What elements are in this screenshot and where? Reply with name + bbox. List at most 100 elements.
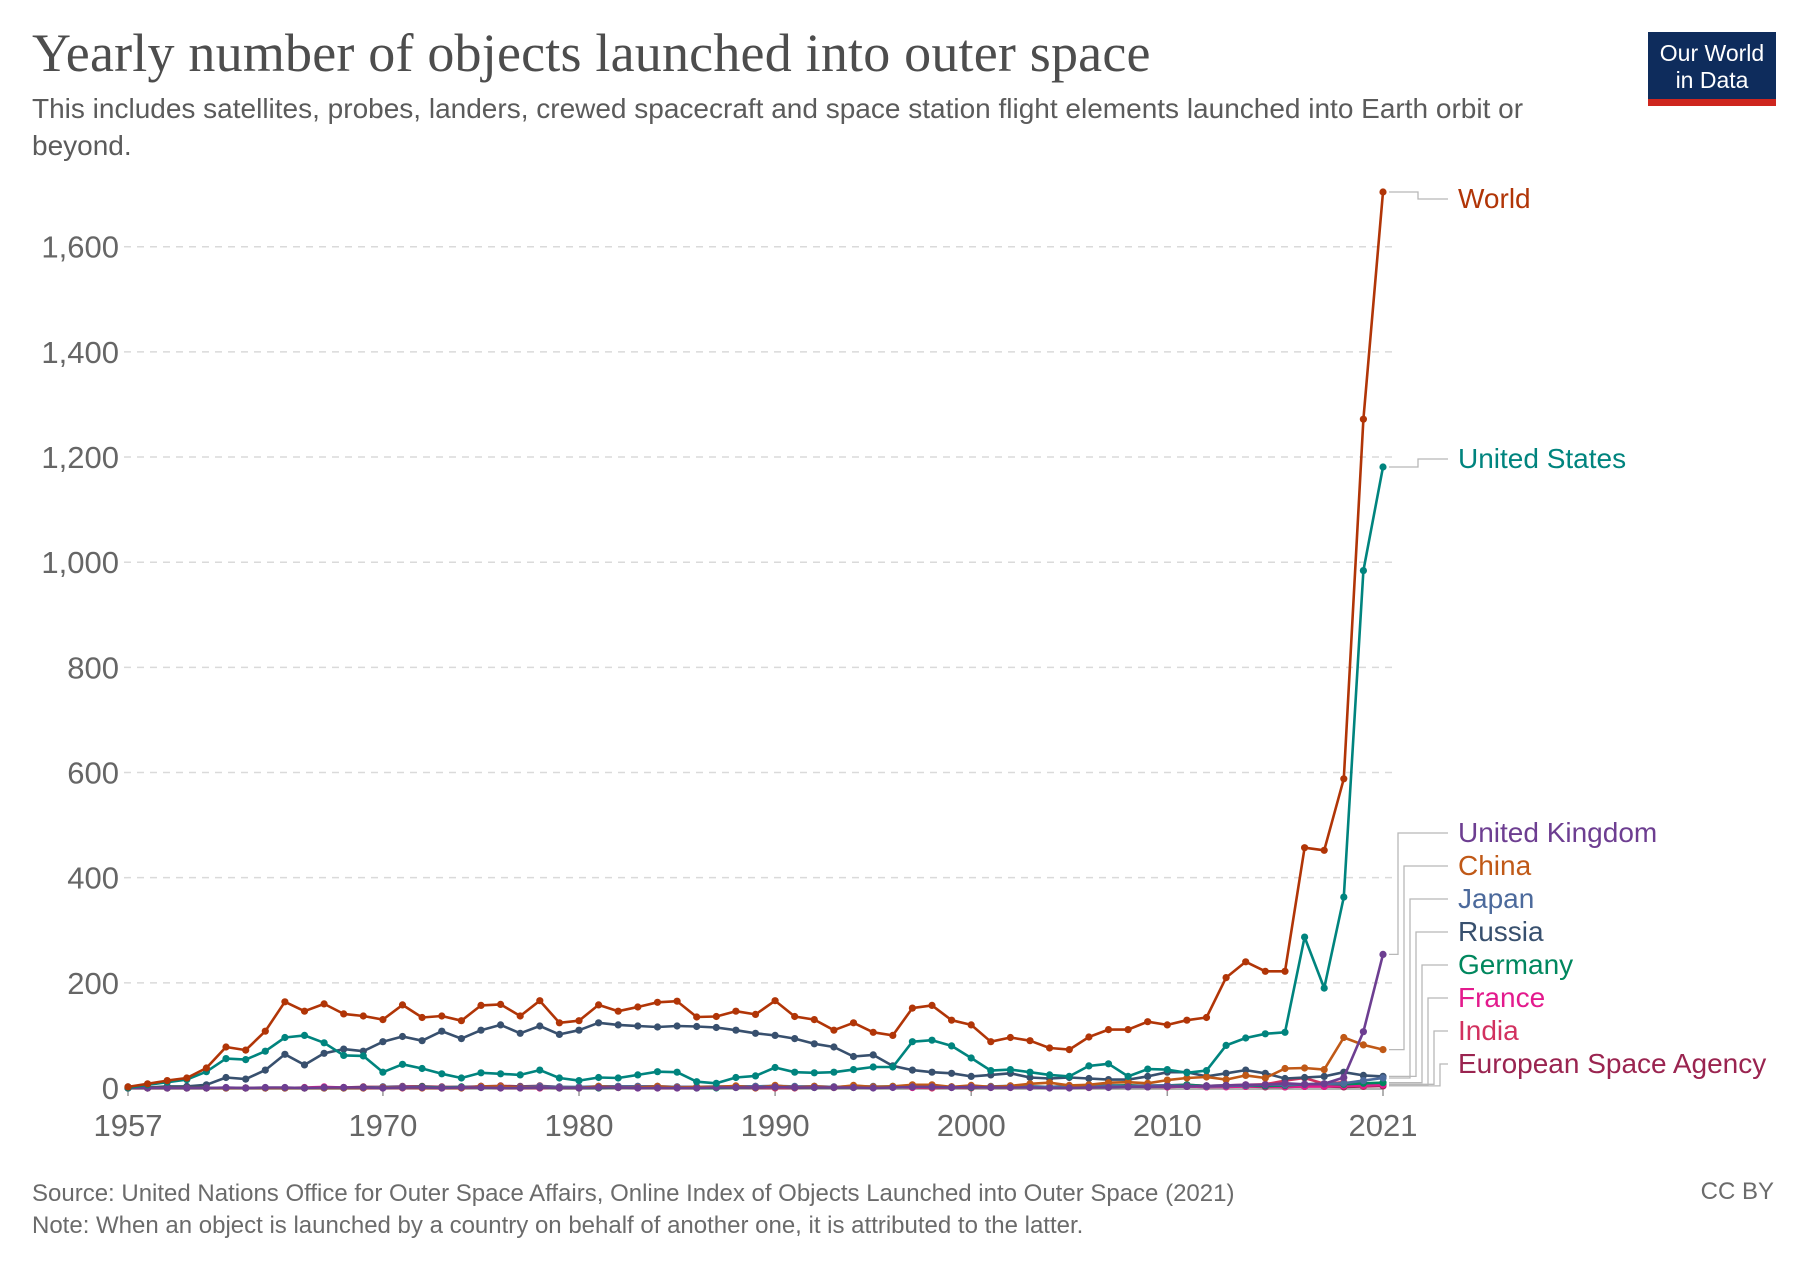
data-point-world (418, 1013, 426, 1022)
data-point-russia (1301, 1073, 1309, 1082)
data-point-united-states (791, 1068, 799, 1076)
data-point-united-kingdom (1104, 1083, 1113, 1092)
data-point-world (928, 1001, 936, 1010)
data-point-world (712, 1012, 720, 1021)
data-point-russia (438, 1027, 446, 1035)
data-point-united-states (1065, 1072, 1073, 1080)
data-point-russia (1320, 1072, 1328, 1080)
data-point-united-states (379, 1068, 387, 1076)
data-point-united-states (497, 1070, 505, 1078)
series-label-japan: Japan (1458, 883, 1534, 914)
data-point-united-kingdom (300, 1084, 309, 1092)
data-point-world (1026, 1037, 1034, 1045)
data-point-united-states (477, 1069, 485, 1077)
data-point-world (183, 1074, 191, 1082)
data-point-world (849, 1019, 858, 1027)
data-point-russia (653, 1023, 662, 1031)
data-point-united-states (300, 1031, 309, 1039)
data-point-united-kingdom (889, 1083, 897, 1092)
data-point-united-states (948, 1042, 956, 1050)
data-point-united-states (555, 1074, 564, 1082)
data-point-world (791, 1012, 799, 1021)
data-point-russia (967, 1072, 975, 1080)
data-point-united-kingdom (575, 1084, 583, 1092)
data-point-world (810, 1016, 818, 1024)
data-point-world (1006, 1033, 1015, 1042)
data-point-united-states (810, 1069, 818, 1077)
data-point-united-kingdom (536, 1083, 544, 1092)
data-point-united-states (1046, 1071, 1054, 1079)
data-point-world (1046, 1044, 1054, 1052)
data-point-world (889, 1031, 897, 1039)
data-point-united-states (653, 1068, 662, 1076)
license-link[interactable]: CC BY (1700, 1178, 1774, 1205)
data-point-united-kingdom (1340, 1073, 1348, 1082)
data-point-russia (614, 1021, 622, 1029)
data-point-russia (398, 1032, 407, 1041)
x-tick-label: 1957 (94, 1108, 163, 1143)
series-label-germany: Germany (1458, 949, 1573, 980)
leader-line-russia (1389, 931, 1448, 1078)
data-point-world (163, 1077, 171, 1085)
data-point-russia (457, 1035, 465, 1043)
data-point-china (1222, 1076, 1230, 1084)
data-point-united-states (1359, 567, 1367, 575)
data-point-russia (497, 1021, 505, 1029)
data-point-russia (555, 1030, 564, 1038)
data-point-united-kingdom (359, 1083, 367, 1092)
data-point-world (398, 1001, 407, 1009)
data-point-united-states (634, 1071, 642, 1079)
owid-logo[interactable]: Our World in Data (1648, 32, 1776, 106)
data-point-united-kingdom (908, 1083, 917, 1091)
data-point-united-kingdom (183, 1084, 191, 1092)
data-point-united-kingdom (497, 1084, 505, 1092)
data-point-united-kingdom (849, 1083, 858, 1092)
data-point-russia (928, 1068, 936, 1076)
data-point-united-states (1320, 984, 1328, 992)
data-point-russia (1144, 1072, 1152, 1080)
data-point-united-states (1222, 1041, 1230, 1049)
series-world (124, 188, 1387, 1091)
data-point-united-states (693, 1078, 701, 1086)
x-tick-label: 2021 (1349, 1108, 1418, 1143)
data-point-world (869, 1028, 877, 1036)
data-point-united-kingdom (1006, 1083, 1015, 1092)
data-point-russia (1222, 1069, 1230, 1077)
data-point-united-kingdom (261, 1083, 269, 1092)
data-point-united-states (320, 1039, 328, 1047)
data-point-united-kingdom (1261, 1081, 1269, 1089)
data-point-united-states (1379, 463, 1387, 471)
data-point-united-kingdom (1301, 1080, 1309, 1088)
data-point-united-states (536, 1066, 544, 1074)
data-point-united-states (889, 1063, 897, 1071)
data-point-united-kingdom (928, 1083, 936, 1091)
data-point-united-states (712, 1079, 720, 1087)
y-tick-label: 200 (67, 966, 119, 1001)
x-tick-label: 1990 (741, 1108, 810, 1143)
data-point-china (1340, 1033, 1348, 1042)
data-point-united-kingdom (830, 1083, 838, 1092)
data-point-world (340, 1010, 348, 1018)
data-point-russia (830, 1043, 838, 1051)
data-point-world (693, 1013, 701, 1021)
data-point-united-kingdom (202, 1084, 210, 1092)
logo-accent-bar (1648, 99, 1776, 106)
y-tick-label: 1,600 (41, 230, 119, 265)
data-point-russia (791, 1035, 799, 1043)
data-point-united-states (1281, 1028, 1289, 1036)
attribution-note: Note: When an object is launched by a co… (32, 1212, 1084, 1239)
data-point-united-kingdom (1026, 1083, 1034, 1092)
data-point-world (732, 1007, 740, 1015)
series-label-russia: Russia (1458, 916, 1544, 947)
data-point-united-states (438, 1070, 446, 1078)
data-point-world (242, 1046, 250, 1054)
data-point-russia (634, 1022, 642, 1030)
data-point-united-states (1301, 933, 1309, 941)
data-point-world (575, 1017, 583, 1025)
logo-line-2: in Data (1675, 67, 1749, 93)
data-point-united-kingdom (967, 1083, 975, 1091)
data-point-world (987, 1038, 995, 1046)
data-point-united-kingdom (653, 1084, 662, 1092)
data-point-united-states (457, 1074, 465, 1082)
